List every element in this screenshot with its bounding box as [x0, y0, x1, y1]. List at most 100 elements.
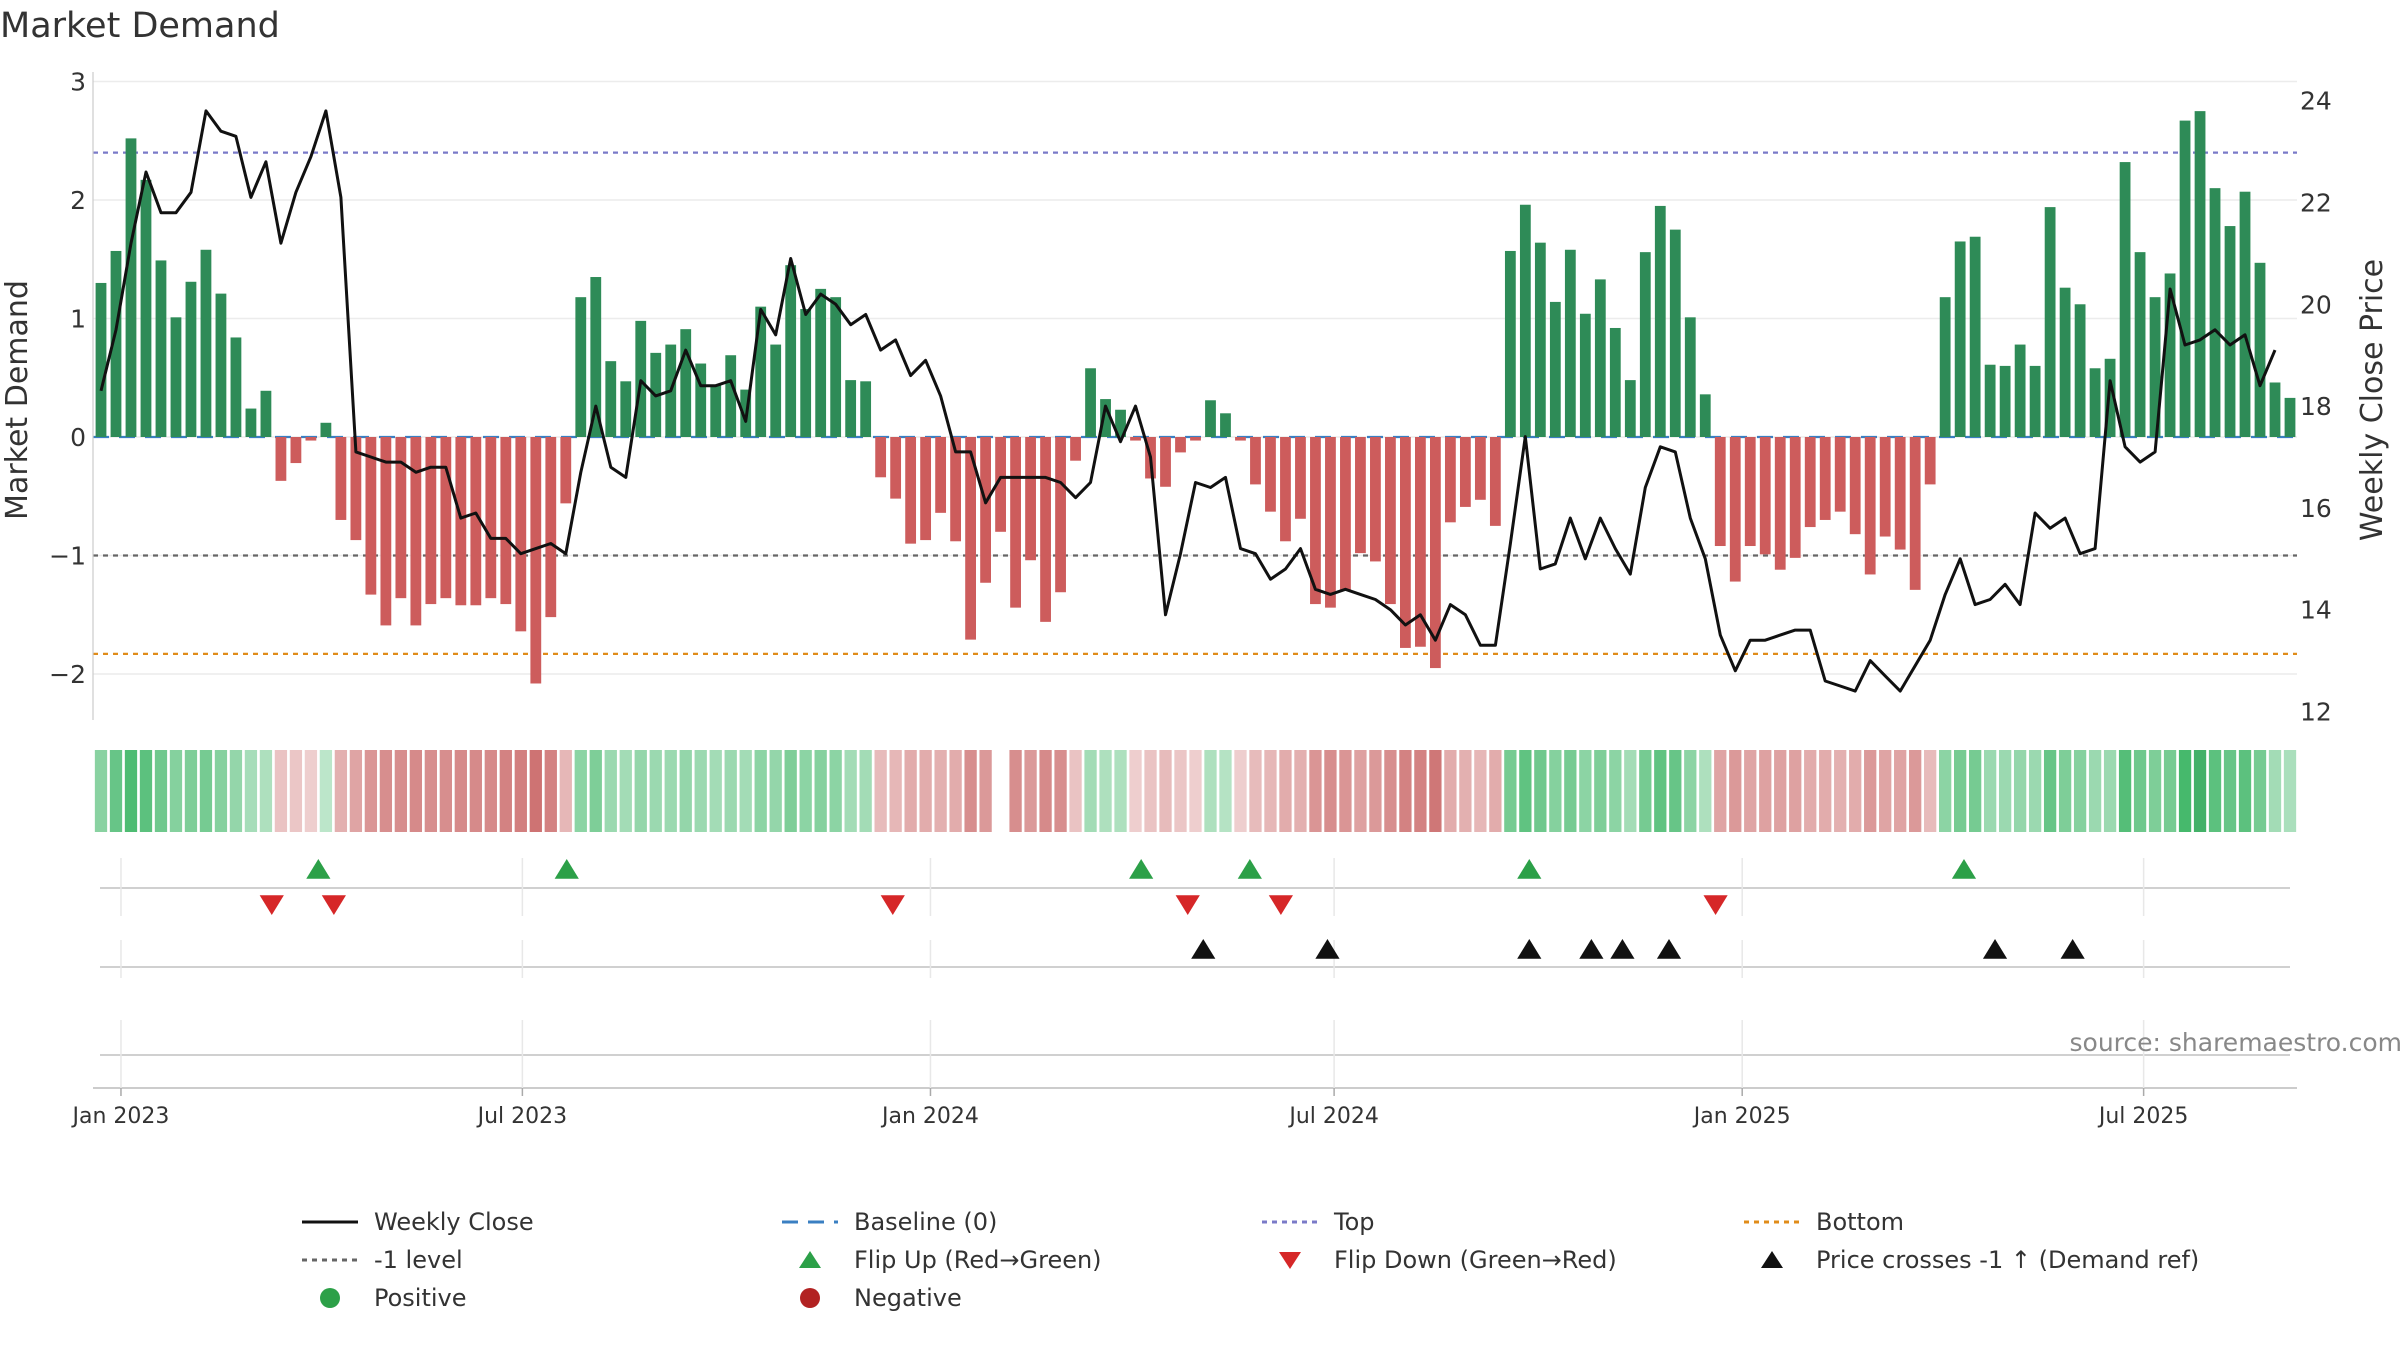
legend-item-negative: Negative	[780, 1284, 962, 1312]
y-tick-label: 0	[70, 423, 86, 452]
x-tick-label: Jan 2023	[71, 1104, 170, 1129]
demand-bar	[2029, 365, 2041, 437]
legend-swatch-baseline	[782, 1220, 838, 1224]
demand-bar	[1594, 279, 1606, 437]
demand-bar	[1085, 368, 1096, 437]
demand-bar	[1280, 437, 1291, 542]
strength-cell	[2073, 750, 2087, 832]
weekly-close-line	[99, 109, 2277, 693]
demand-bar	[1564, 249, 1576, 437]
strength-cell	[1384, 750, 1397, 832]
strength-cell	[964, 750, 977, 832]
demand-bar	[2089, 368, 2101, 437]
y2-tick-label: 18	[2300, 392, 2332, 421]
flip-up-marker	[1517, 859, 1542, 879]
strength-cell	[2133, 750, 2147, 832]
strength-cell	[589, 750, 602, 832]
x-tick-label: Jul 2025	[2097, 1104, 2189, 1129]
flip-up-marker	[1237, 859, 1262, 879]
y-tick-label: −1	[49, 542, 86, 571]
strength-cell	[2103, 750, 2117, 832]
demand-bar	[290, 437, 302, 464]
strength-cell	[2238, 750, 2252, 832]
demand-bar	[1969, 236, 1981, 437]
strength-cell	[1024, 750, 1037, 832]
strength-cell	[1684, 750, 1697, 832]
demand-bar	[785, 265, 797, 437]
demand-bar	[2284, 397, 2296, 437]
strength-cell	[259, 750, 273, 832]
flip-panel-grid	[120, 858, 2145, 916]
strength-cell	[1534, 750, 1547, 832]
demand-bar	[1549, 301, 1561, 437]
demand-bar	[605, 361, 617, 437]
demand-bar	[1894, 437, 1906, 550]
y-tick-label: 1	[70, 305, 86, 334]
demand-bar	[1849, 437, 1861, 535]
strength-cell	[499, 750, 512, 832]
strength-cell	[274, 750, 288, 832]
strength-cell	[1594, 750, 1607, 832]
demand-bar	[500, 437, 512, 605]
legend-label: Flip Down (Green→Red)	[1334, 1246, 1617, 1274]
strength-cell	[1983, 750, 1997, 832]
strength-cell	[1879, 750, 1892, 832]
strength-cell	[1968, 750, 1982, 832]
triangle-down-icon	[1279, 1252, 1301, 1269]
demand-bar	[545, 437, 557, 618]
demand-bar	[95, 282, 107, 437]
demand-bar	[1579, 313, 1591, 437]
strength-cell	[2148, 750, 2162, 832]
price-cross-marker	[1982, 939, 2008, 959]
strength-cell	[1759, 750, 1772, 832]
demand-bar	[2119, 162, 2131, 437]
strength-cell	[634, 750, 647, 832]
cross-panel-grid	[120, 940, 2145, 978]
flip-up-marker	[554, 859, 579, 879]
strength-cell	[1129, 750, 1142, 832]
demand-bar	[2239, 191, 2251, 437]
strength-cell	[349, 750, 363, 832]
demand-bar	[920, 437, 932, 541]
triangle-up-icon	[1761, 1251, 1783, 1268]
strength-cell	[409, 750, 423, 832]
flip-panel	[100, 858, 2290, 916]
demand-bar	[1010, 437, 1021, 608]
demand-bar	[845, 380, 857, 437]
strength-cell	[814, 750, 827, 832]
strength-cell	[1219, 750, 1232, 832]
legend-item-flip-down: Flip Down (Green→Red)	[1260, 1246, 1617, 1274]
strength-cell	[649, 750, 662, 832]
demand-bar	[1370, 437, 1381, 562]
triangle-up-icon	[799, 1251, 821, 1268]
strength-cell	[904, 750, 917, 832]
strength-cell	[2268, 750, 2282, 832]
demand-bar	[1474, 437, 1486, 500]
strength-cell	[379, 750, 393, 832]
strength-cell	[1909, 750, 1922, 832]
strength-cell	[1998, 750, 2012, 832]
demand-bar	[485, 437, 497, 599]
price-cross-marker	[1315, 939, 1340, 959]
strength-cell	[1039, 750, 1052, 832]
demand-bar	[1999, 365, 2011, 437]
demand-bar	[1459, 437, 1471, 507]
flip-down-marker	[1175, 895, 1200, 915]
legend-label: Negative	[854, 1284, 962, 1312]
demand-bar	[1130, 437, 1141, 441]
demand-bar	[1055, 437, 1066, 593]
x-tick-label: Jul 2024	[1287, 1104, 1379, 1129]
demand-bar	[875, 437, 887, 478]
demand-bar	[425, 437, 437, 605]
price-line-layer	[99, 109, 2277, 693]
strength-cell	[2283, 750, 2297, 832]
demand-bar	[440, 437, 452, 599]
price-cross-marker	[2060, 939, 2085, 959]
demand-bar	[1340, 437, 1351, 590]
demand-bar	[1729, 437, 1741, 582]
demand-bar	[1639, 252, 1651, 437]
strength-cell	[289, 750, 303, 832]
legend-item-price-cross: Price crosses -1 ↑ (Demand ref)	[1742, 1246, 2199, 1274]
strength-cell	[844, 750, 857, 832]
